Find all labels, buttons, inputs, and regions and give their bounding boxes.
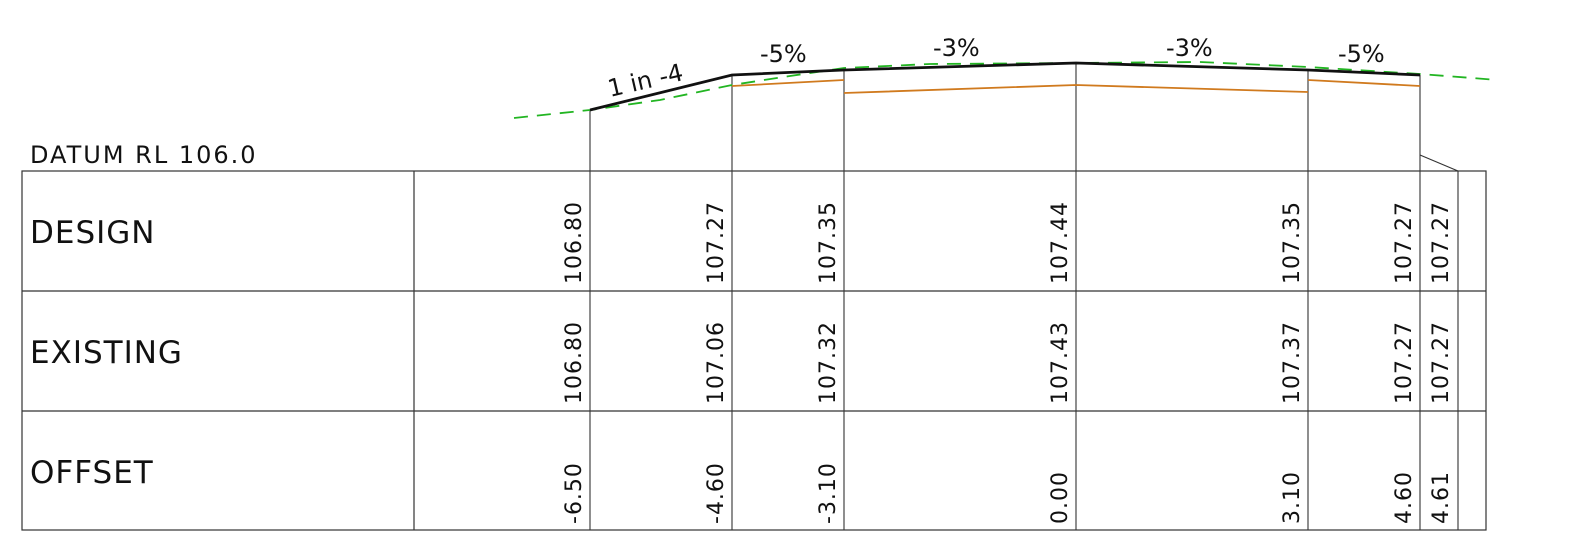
existing-surface-line — [513, 61, 1499, 119]
row-label-design: DESIGN — [30, 215, 156, 251]
grade-label-left-lane: -3% — [933, 34, 980, 62]
offset-values: -6.50 -4.60 -3.10 0.00 3.10 4.60 4.61 — [562, 462, 1454, 524]
design-value: 107.27 — [1392, 201, 1417, 284]
existing-values: 106.80 107.06 107.32 107.43 107.37 107.2… — [562, 321, 1454, 404]
existing-value: 107.27 — [1429, 321, 1454, 404]
existing-value: 107.32 — [816, 321, 841, 404]
design-value: 107.35 — [1280, 201, 1305, 284]
grade-label-left-shoulder: -5% — [760, 40, 807, 68]
design-surface-line — [589, 61, 1421, 112]
offset-value: -6.50 — [562, 462, 587, 524]
row-label-existing: EXISTING — [30, 335, 183, 371]
offset-value: 4.60 — [1392, 471, 1417, 524]
offset-value: 3.10 — [1280, 471, 1305, 524]
existing-value: 107.06 — [704, 321, 729, 404]
datum-label: DATUM RL 106.0 — [30, 141, 258, 169]
offset-value: -4.60 — [704, 462, 729, 524]
existing-value: 107.27 — [1392, 321, 1417, 404]
offset-value: -3.10 — [816, 462, 841, 524]
design-value: 107.44 — [1048, 201, 1073, 284]
design-value: 106.80 — [562, 201, 587, 284]
design-values: 106.80 107.27 107.35 107.44 107.35 107.2… — [562, 201, 1454, 284]
row-label-offset: OFFSET — [30, 455, 154, 491]
station-lines — [589, 63, 1459, 530]
grade-label-right-shoulder: -5% — [1338, 40, 1385, 68]
existing-value: 107.43 — [1048, 321, 1073, 404]
design-value: 107.27 — [704, 201, 729, 284]
existing-value: 106.80 — [562, 321, 587, 404]
data-table-grid — [21, 170, 1487, 531]
offset-value: 4.61 — [1429, 471, 1454, 524]
design-value: 107.35 — [816, 201, 841, 284]
subgrade-lines — [731, 79, 1421, 94]
existing-value: 107.37 — [1280, 321, 1305, 404]
grade-label-right-lane: -3% — [1166, 34, 1213, 62]
design-value: 107.27 — [1429, 201, 1454, 284]
offset-value: 0.00 — [1048, 471, 1073, 524]
